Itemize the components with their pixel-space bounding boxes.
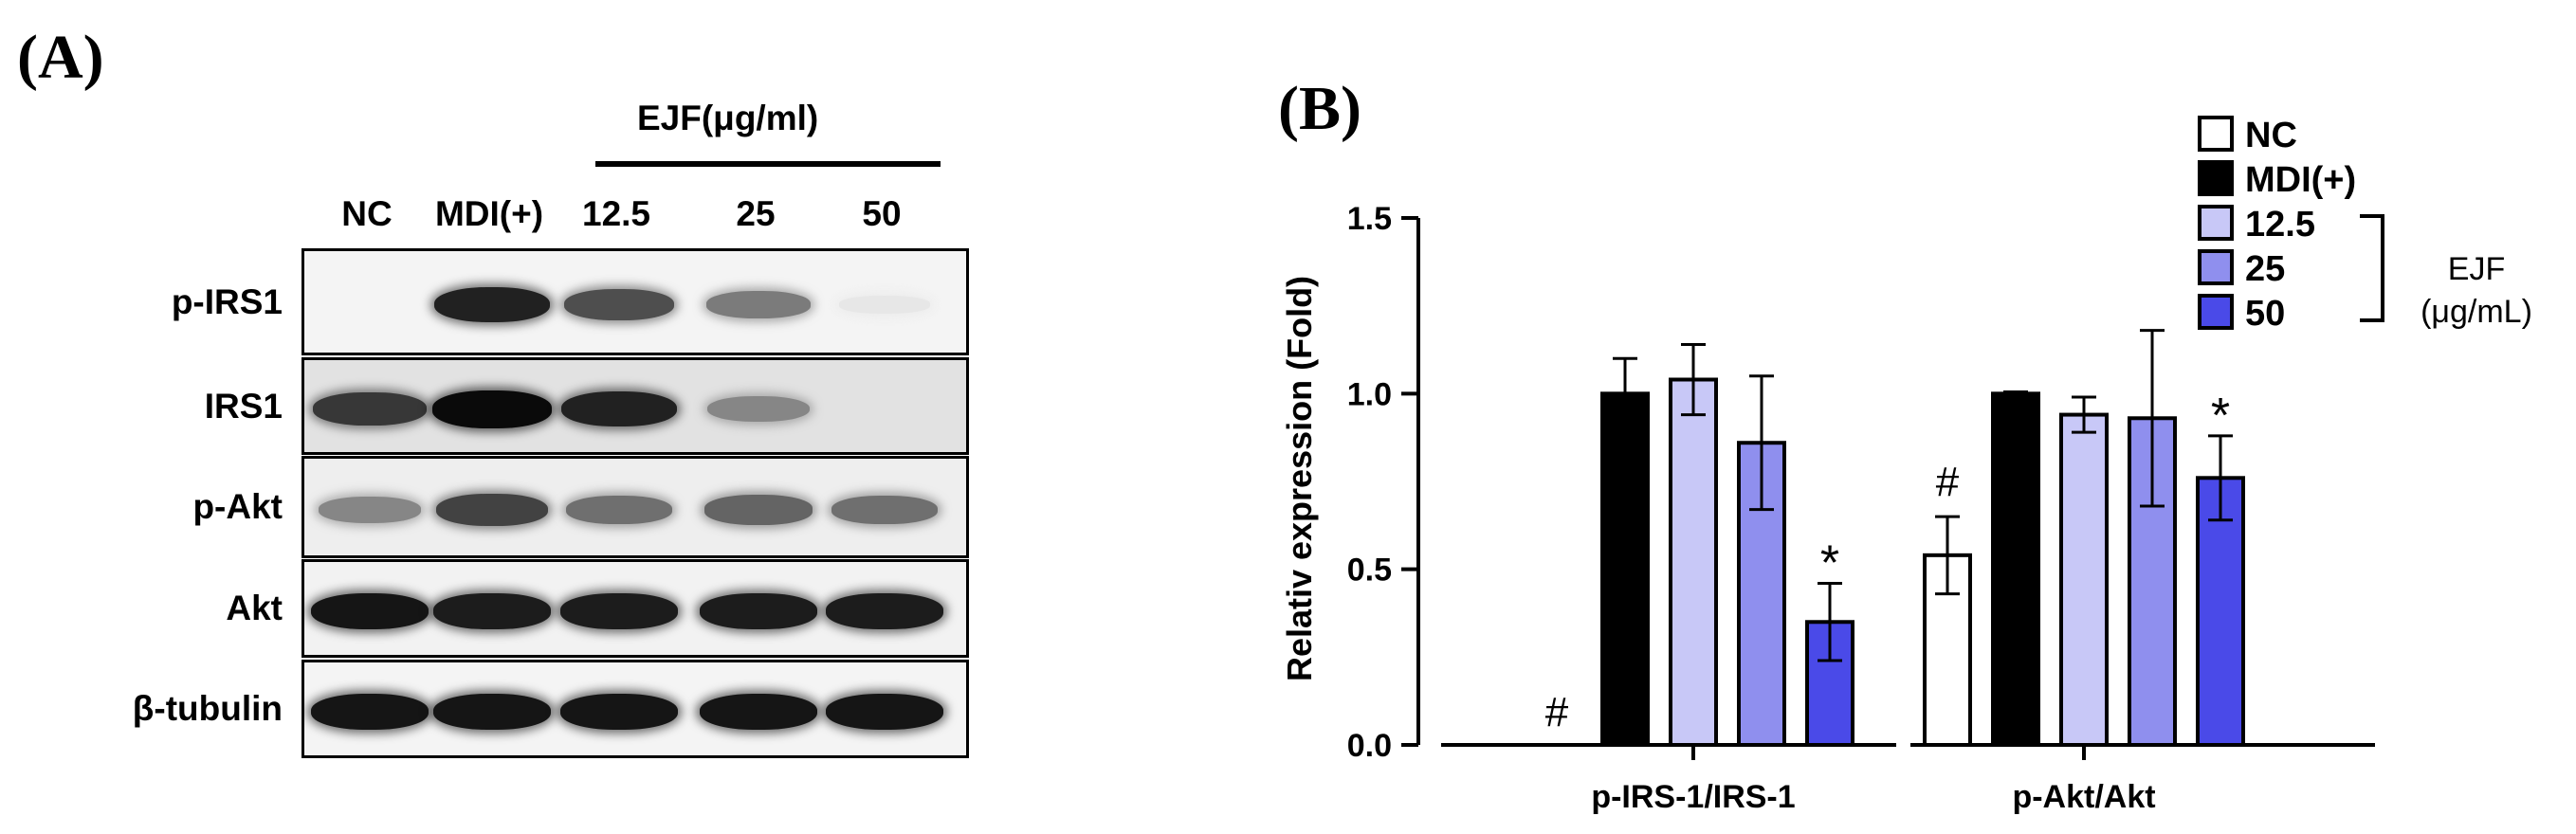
significance-marker: * [2211, 389, 2230, 444]
significance-marker: # [1545, 689, 1569, 735]
blot-band [559, 693, 679, 731]
bar [2196, 476, 2245, 747]
legend-label: 50 [2245, 294, 2285, 334]
legend-swatch [2198, 116, 2234, 152]
bar [2059, 412, 2109, 747]
y-tick-label: 1.0 [1347, 376, 1392, 412]
panel-label-b: (B) [1278, 74, 1361, 143]
blot-band [700, 592, 817, 630]
blot-band [563, 288, 675, 321]
blot-band [433, 592, 551, 630]
blot-band [699, 693, 818, 731]
y-axis-label: Relativ expression (Fold) [1280, 276, 1319, 681]
lane-label: 25 [736, 194, 776, 233]
blot-band [839, 296, 930, 314]
bar [1669, 377, 1718, 747]
blot-band [432, 390, 552, 428]
blot-band [706, 395, 811, 423]
blot-strip [301, 559, 969, 658]
blot-strip [301, 357, 969, 455]
legend-bracket-label: EJF [2448, 251, 2505, 287]
blot-row-label: IRS1 [204, 386, 283, 426]
ejf-header-line [595, 161, 941, 167]
legend-label: MDI(+) [2245, 160, 2356, 200]
blot-band [310, 592, 429, 630]
x-tick-label: p-IRS-1/IRS-1 [1591, 779, 1795, 815]
legend-label: 12.5 [2245, 205, 2315, 245]
blot-band [318, 497, 422, 523]
blot-strip [301, 248, 969, 355]
significance-marker: * [1820, 535, 1839, 590]
blot-band [826, 592, 943, 630]
blot-band [825, 693, 944, 731]
legend-bracket [2360, 214, 2384, 322]
legend-swatch [2198, 160, 2234, 196]
blot-row-label: p-IRS1 [171, 281, 283, 321]
chart-legend: NC MDI(+) 12.525 50 EJF (μg/mL) [2198, 116, 2532, 334]
y-tick-label: 0.5 [1347, 553, 1392, 589]
lane-label: 12.5 [581, 194, 651, 233]
blot-row-label: β-tubulin [132, 689, 283, 728]
blot-strip [301, 660, 969, 758]
blot-band [566, 495, 672, 525]
panel-label-a: (A) [17, 23, 104, 92]
blot-band [560, 592, 678, 630]
blot-band [435, 493, 549, 527]
bar [1991, 391, 2040, 747]
lane-label: 50 [862, 194, 902, 233]
blot-band [560, 390, 678, 427]
blot-band [705, 291, 812, 318]
y-tick-label: 0.0 [1347, 728, 1392, 764]
legend-label: 25 [2245, 249, 2285, 289]
blot-band [704, 495, 813, 525]
blot-band [433, 286, 551, 323]
legend-label: NC [2245, 116, 2297, 155]
chart-bars [1600, 377, 2245, 748]
legend-swatch [2198, 249, 2234, 285]
lane-label: MDI(+) [434, 194, 544, 233]
blot-row-label: p-Akt [192, 487, 283, 526]
x-tick-label: p-Akt/Akt [2012, 779, 2155, 815]
blot-band [831, 495, 938, 525]
blot-strip [301, 456, 969, 558]
significance-marker: # [1936, 459, 1960, 505]
lane-label: NC [341, 194, 393, 233]
ejf-header: EJF(μg/ml) [637, 99, 819, 137]
y-tick-label: 1.5 [1347, 201, 1392, 237]
chart-error-bars [1613, 329, 2233, 662]
legend-swatch [2198, 205, 2234, 241]
legend-bracket-label: (μg/mL) [2421, 294, 2532, 330]
blot-band [313, 391, 427, 426]
blot-band [310, 693, 429, 731]
bar [1805, 620, 1854, 747]
legend-swatch [2198, 294, 2234, 330]
blot-band [432, 693, 552, 731]
bar [1600, 391, 1650, 747]
blot-row-label: Akt [226, 589, 283, 627]
chart-annotations: # * # * [1545, 389, 2230, 735]
